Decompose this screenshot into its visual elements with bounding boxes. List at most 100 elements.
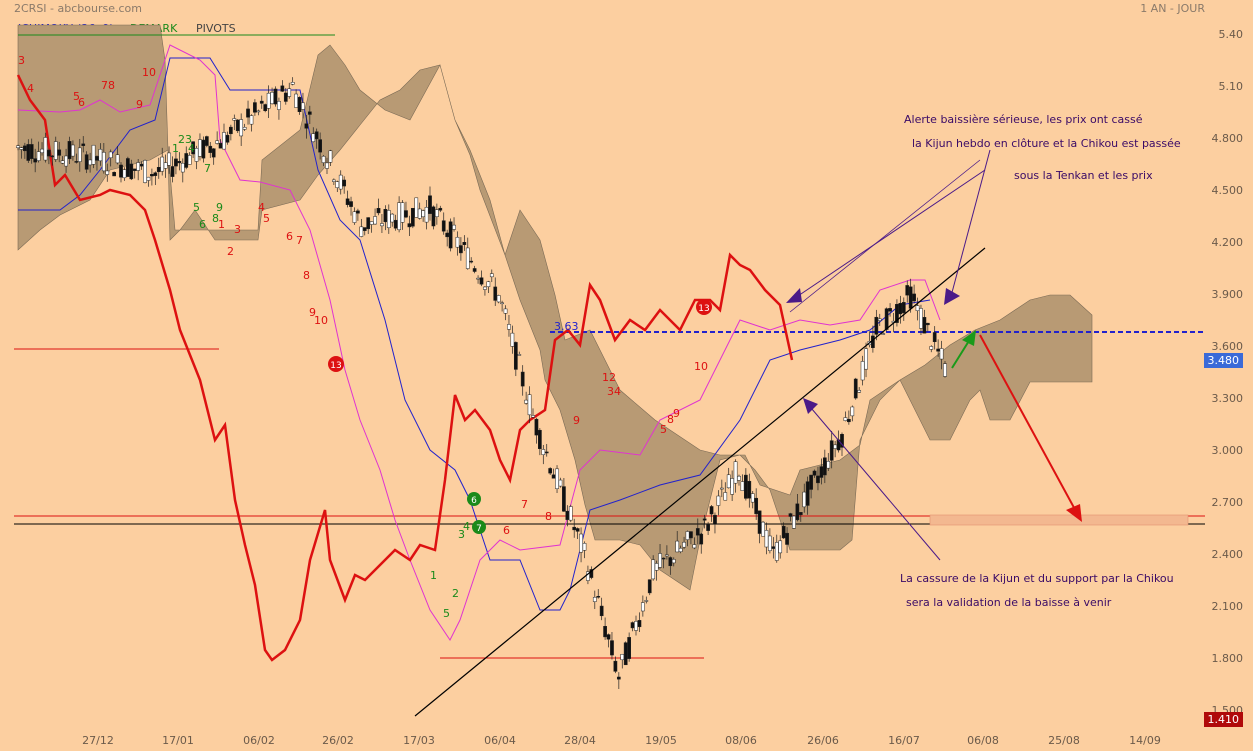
candle-body: [438, 207, 443, 211]
x-tick-label: 17/01: [162, 734, 194, 747]
candle-body: [301, 102, 305, 110]
y-tick-label: 5.10: [1218, 79, 1244, 93]
demark-13-left: [328, 356, 344, 372]
candle-body: [362, 227, 367, 231]
candle-body: [177, 161, 182, 164]
candle-body: [809, 474, 813, 490]
demark-count-label: 5: [443, 607, 450, 620]
candle-body: [898, 302, 903, 315]
candle-body: [527, 394, 532, 416]
candle-body: [901, 302, 906, 314]
x-tick-label: 06/08: [967, 734, 999, 747]
x-tick-label: 26/02: [322, 734, 354, 747]
demark-count-label: 5: [263, 212, 270, 225]
x-tick-label: 08/06: [725, 734, 757, 747]
candle-body: [857, 390, 862, 393]
y-tick-label: 2.400: [1211, 548, 1244, 562]
candle-body: [613, 660, 618, 672]
candle-body: [723, 492, 728, 501]
candle-body: [623, 642, 628, 666]
indicator-pivots[interactable]: PIVOTS: [196, 22, 236, 35]
candle-body: [376, 208, 381, 214]
candle-body: [805, 481, 810, 506]
candle-body: [589, 569, 594, 578]
candle-body: [541, 449, 546, 455]
candle-body: [695, 528, 700, 536]
candle-body: [191, 141, 195, 155]
arrow-to-break: [949, 149, 991, 301]
candle-body: [798, 512, 803, 516]
candle-body: [325, 162, 329, 169]
candle-body: [774, 542, 779, 561]
candle-body: [548, 468, 553, 474]
candle-body: [747, 480, 752, 499]
candle-body: [661, 557, 666, 560]
candle-body: [393, 219, 398, 229]
candle-body: [476, 277, 480, 280]
annotation-3: sous la Tenkan et les prix: [1014, 169, 1153, 182]
candle-body: [119, 164, 123, 178]
period-selector[interactable]: 1 AN - JOUR: [1140, 2, 1205, 15]
candle-body: [95, 156, 99, 161]
candle-body: [410, 207, 415, 227]
candle-body: [685, 531, 690, 540]
candle-body: [726, 474, 731, 489]
candle-body: [50, 155, 55, 158]
candle-body: [201, 139, 206, 159]
candle-body: [713, 514, 717, 525]
candle-body: [383, 209, 388, 223]
candle-body: [53, 141, 58, 160]
candle-body: [603, 626, 607, 638]
y-tick-label: 4.500: [1211, 183, 1244, 197]
candle-body: [294, 93, 298, 108]
demark-count-label: 78: [101, 79, 115, 92]
candle-body: [500, 302, 504, 305]
demark-8-label: 6: [471, 496, 477, 506]
candle-body: [307, 111, 312, 115]
demark-count-label: 6: [503, 524, 510, 537]
demark-count-label: 9: [673, 407, 680, 420]
red-arrow-head: [1066, 504, 1082, 522]
candle-body: [568, 506, 573, 521]
candle-body: [874, 316, 879, 335]
demark-count-label: 4: [188, 142, 195, 155]
candle-body: [562, 486, 566, 512]
demark-count-label: 12: [602, 371, 616, 384]
chikou-line: [16, 74, 794, 662]
candle-body: [47, 149, 51, 157]
candle-body: [259, 100, 264, 104]
candle-body: [802, 491, 807, 508]
candle-body: [565, 510, 570, 520]
candle-body: [551, 474, 556, 479]
candle-body: [582, 543, 587, 551]
candle-body: [345, 198, 350, 205]
candle-body: [829, 440, 834, 461]
candle-body: [187, 155, 192, 165]
candle-body: [239, 119, 244, 137]
y-tick-label: 2.100: [1211, 600, 1244, 614]
candle-body: [356, 210, 360, 214]
annotation-2: la Kijun hebdo en clôture et la Chikou e…: [912, 137, 1181, 150]
candle-body: [706, 524, 710, 531]
candle-body: [36, 151, 41, 161]
candle-body: [853, 378, 858, 399]
demark-count-label: 9: [573, 414, 580, 427]
demark-count-label: 8: [212, 212, 219, 225]
candle-body: [404, 210, 408, 218]
candle-body: [194, 148, 199, 162]
candle-body: [19, 147, 24, 150]
kijun-line: [18, 57, 931, 611]
arrow-head-channel: [786, 288, 802, 303]
candle-body: [180, 162, 185, 173]
candle-body: [352, 211, 357, 223]
candle-body: [198, 139, 202, 157]
candle-body: [366, 217, 371, 230]
annotation-4: La cassure de la Kijun et du support par…: [900, 572, 1174, 585]
candle-body: [644, 600, 649, 602]
candle-body: [105, 170, 110, 175]
candle-body: [665, 554, 669, 557]
candle-body: [675, 540, 680, 553]
candle-body: [658, 553, 662, 568]
candle-body: [517, 354, 522, 356]
